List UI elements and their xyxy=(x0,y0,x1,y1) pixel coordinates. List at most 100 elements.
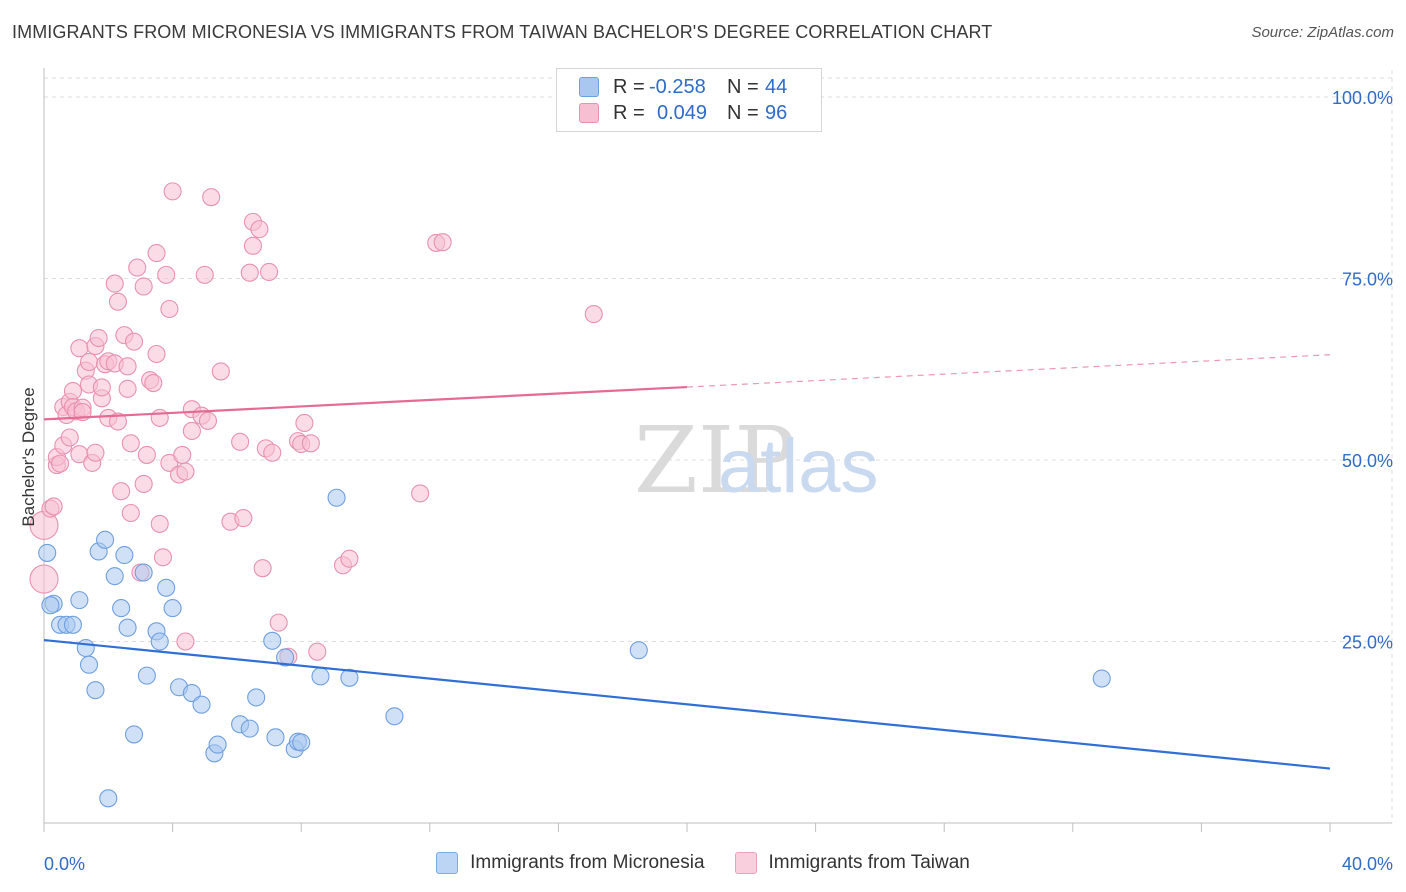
watermark: ZIP atlas xyxy=(634,407,879,514)
point-micronesia xyxy=(1092,669,1111,688)
point-taiwan xyxy=(108,412,127,431)
legend-swatch-micronesia xyxy=(436,852,459,874)
point-taiwan xyxy=(195,265,214,284)
point-micronesia xyxy=(208,735,227,754)
legend-swatch-micronesia xyxy=(579,77,599,97)
watermark-atlas: atlas xyxy=(718,424,879,509)
trend-line-micronesia xyxy=(43,638,1331,770)
point-taiwan xyxy=(584,305,603,324)
point-taiwan xyxy=(433,233,452,252)
point-taiwan xyxy=(147,344,166,364)
point-taiwan xyxy=(250,220,269,239)
point-taiwan xyxy=(231,432,250,451)
n-label: N = xyxy=(727,101,759,124)
point-taiwan xyxy=(137,445,156,464)
point-micronesia xyxy=(137,666,156,685)
point-taiwan xyxy=(108,292,127,311)
point-taiwan xyxy=(163,182,182,201)
point-micronesia xyxy=(385,707,404,726)
watermark-zip: ZIP xyxy=(634,407,796,514)
series-legend: Immigrants from Micronesia Immigrants fr… xyxy=(0,852,1406,874)
r-value: -0.258 xyxy=(649,75,706,98)
point-micronesia xyxy=(99,789,118,808)
point-taiwan xyxy=(295,413,314,433)
point-micronesia xyxy=(157,578,176,597)
point-micronesia xyxy=(240,719,259,738)
point-taiwan xyxy=(211,362,230,381)
trend-line-taiwan xyxy=(43,385,688,421)
point-micronesia xyxy=(311,667,330,686)
point-taiwan xyxy=(60,428,79,447)
point-taiwan xyxy=(51,454,70,473)
point-taiwan xyxy=(121,434,140,453)
trend-line-taiwan-dashed xyxy=(686,354,1331,388)
point-micronesia xyxy=(263,631,282,650)
point-micronesia xyxy=(276,648,295,667)
point-taiwan xyxy=(160,299,179,319)
point-taiwan xyxy=(144,373,163,393)
legend-swatch-taiwan xyxy=(734,852,757,874)
point-micronesia xyxy=(629,641,648,660)
r-value: 0.049 xyxy=(657,101,708,124)
point-micronesia xyxy=(182,683,201,703)
data-points xyxy=(29,182,1111,808)
legend-item-taiwan[interactable]: Immigrants from Taiwan xyxy=(734,852,970,874)
y-tick-label: 100.0% xyxy=(1332,88,1393,108)
stats-row-taiwan: R = 0.049 N = 96 xyxy=(579,100,787,126)
point-taiwan xyxy=(92,378,111,397)
point-micronesia xyxy=(76,638,95,658)
x-tick-label: 0.0% xyxy=(44,854,85,874)
point-micronesia xyxy=(163,599,182,618)
point-taiwan xyxy=(79,352,99,372)
point-taiwan xyxy=(173,445,192,464)
point-taiwan xyxy=(121,503,140,523)
point-taiwan xyxy=(308,642,327,661)
stats-row-micronesia: R = -0.258 N = 44 xyxy=(579,74,787,100)
point-micronesia xyxy=(41,596,60,615)
trend-lines xyxy=(43,354,1331,770)
point-taiwan xyxy=(128,258,147,277)
point-taiwan xyxy=(86,443,105,462)
point-taiwan xyxy=(240,263,259,282)
point-micronesia xyxy=(63,615,82,634)
point-micronesia xyxy=(192,695,211,714)
point-taiwan xyxy=(134,474,153,494)
point-micronesia xyxy=(150,632,169,651)
point-taiwan xyxy=(176,462,195,481)
point-micronesia xyxy=(134,563,153,582)
y-tick-label: 75.0% xyxy=(1342,270,1393,290)
point-taiwan xyxy=(176,632,195,651)
point-taiwan xyxy=(182,421,201,441)
n-value: 96 xyxy=(765,101,788,124)
source-label: Source: ZipAtlas.com xyxy=(1251,24,1394,41)
n-value: 44 xyxy=(765,75,788,98)
point-taiwan xyxy=(269,613,288,632)
point-taiwan xyxy=(29,564,59,594)
point-taiwan xyxy=(118,357,137,376)
y-axis-label: Bachelor's Degree xyxy=(19,387,38,526)
legend-swatch-taiwan xyxy=(579,103,599,123)
point-micronesia xyxy=(266,728,285,747)
y-tick-label: 50.0% xyxy=(1342,451,1393,471)
point-taiwan xyxy=(150,408,169,427)
point-taiwan xyxy=(134,277,153,296)
point-taiwan xyxy=(243,236,263,255)
chart-title: IMMIGRANTS FROM MICRONESIA VS IMMIGRANTS… xyxy=(12,22,993,42)
point-micronesia xyxy=(112,599,131,618)
point-taiwan xyxy=(44,497,63,516)
point-taiwan xyxy=(63,381,82,401)
legend-label-micronesia: Immigrants from Micronesia xyxy=(470,852,705,873)
point-taiwan xyxy=(340,549,359,568)
point-taiwan xyxy=(253,559,272,578)
r-label: R = xyxy=(613,101,645,124)
x-tick-label: 40.0% xyxy=(1342,854,1393,874)
legend-item-micronesia[interactable]: Immigrants from Micronesia xyxy=(436,852,705,874)
point-micronesia xyxy=(38,543,57,562)
point-micronesia xyxy=(340,668,359,687)
point-taiwan xyxy=(411,484,430,503)
point-taiwan xyxy=(153,548,173,567)
point-taiwan xyxy=(202,188,221,207)
point-micronesia xyxy=(327,488,346,507)
point-taiwan xyxy=(234,509,253,528)
